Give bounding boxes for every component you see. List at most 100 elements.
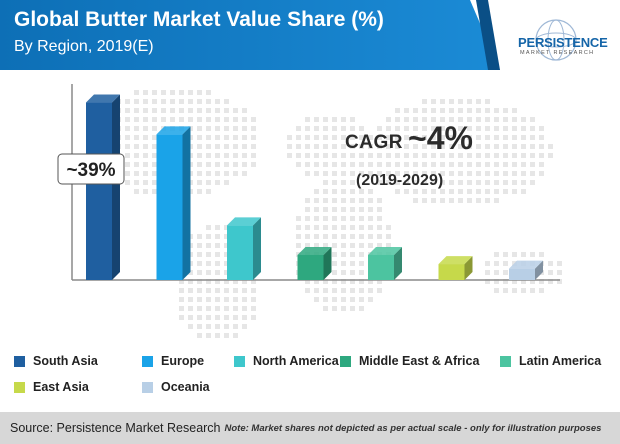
map-dot: [386, 180, 391, 185]
map-dot: [143, 117, 148, 122]
map-dot: [341, 162, 346, 167]
map-dot: [494, 162, 499, 167]
map-dot: [341, 252, 346, 257]
map-dot: [377, 153, 382, 158]
map-dot: [539, 135, 544, 140]
bar-chart: ~39%: [0, 70, 620, 350]
map-dot: [377, 234, 382, 239]
map-dot: [305, 207, 310, 212]
map-dot: [206, 126, 211, 131]
map-dot: [521, 189, 526, 194]
map-dot: [521, 252, 526, 257]
map-dot: [305, 144, 310, 149]
map-dot: [422, 117, 427, 122]
map-dot: [323, 162, 328, 167]
map-dot: [458, 144, 463, 149]
map-dot: [494, 126, 499, 131]
map-dot: [377, 225, 382, 230]
map-dot: [377, 288, 382, 293]
map-dot: [233, 297, 238, 302]
map-dot: [152, 171, 157, 176]
map-dot: [206, 117, 211, 122]
map-dot: [323, 234, 328, 239]
map-dot: [485, 144, 490, 149]
map-dot: [215, 126, 220, 131]
map-dot: [152, 108, 157, 113]
map-dot: [332, 216, 337, 221]
map-dot: [467, 189, 472, 194]
map-dot: [305, 126, 310, 131]
map-dot: [503, 135, 508, 140]
map-dot: [305, 225, 310, 230]
map-dot: [485, 171, 490, 176]
map-dot: [512, 279, 517, 284]
map-dot: [368, 135, 373, 140]
map-dot: [476, 126, 481, 131]
map-dot: [215, 270, 220, 275]
map-dot: [296, 135, 301, 140]
map-dot: [215, 99, 220, 104]
map-dot: [449, 162, 454, 167]
map-dot: [341, 216, 346, 221]
map-dot: [440, 99, 445, 104]
map-dot: [332, 261, 337, 266]
map-dot: [314, 279, 319, 284]
map-dot: [512, 108, 517, 113]
map-dot: [341, 153, 346, 158]
map-dot: [206, 180, 211, 185]
map-dot: [404, 126, 409, 131]
note-text: Note: Market shares not depicted as per …: [224, 422, 602, 434]
map-dot: [287, 153, 292, 158]
bar-oceania: [509, 260, 543, 280]
map-dot: [494, 279, 499, 284]
map-dot: [215, 108, 220, 113]
map-dot: [503, 162, 508, 167]
legend-label: North America: [253, 354, 339, 368]
map-dot: [431, 198, 436, 203]
map-dot: [350, 135, 355, 140]
legend-swatch: [14, 381, 25, 393]
map-dot: [485, 117, 490, 122]
map-dot: [530, 171, 535, 176]
map-dot: [332, 126, 337, 131]
map-dot: [215, 288, 220, 293]
map-dot: [530, 288, 535, 293]
map-dot: [233, 153, 238, 158]
map-dot: [251, 144, 256, 149]
map-dot: [242, 135, 247, 140]
map-dot: [152, 126, 157, 131]
map-dot: [206, 225, 211, 230]
map-dot: [413, 198, 418, 203]
map-dot: [485, 135, 490, 140]
map-dot: [206, 144, 211, 149]
data-label-callout: ~39%: [57, 153, 125, 185]
map-dot: [134, 90, 139, 95]
map-dot: [323, 207, 328, 212]
map-dot: [512, 135, 517, 140]
map-dot: [359, 243, 364, 248]
map-dot: [494, 180, 499, 185]
map-dot: [215, 180, 220, 185]
chart-canvas: ~39%: [57, 84, 562, 338]
map-dot: [350, 117, 355, 122]
map-dot: [503, 117, 508, 122]
map-dot: [350, 234, 355, 239]
map-dot: [440, 135, 445, 140]
map-dot: [197, 252, 202, 257]
map-dot: [233, 279, 238, 284]
map-dot: [386, 171, 391, 176]
map-dot: [323, 135, 328, 140]
map-dot: [386, 162, 391, 167]
map-dot: [134, 126, 139, 131]
map-dot: [359, 171, 364, 176]
map-dot: [377, 144, 382, 149]
map-dot: [494, 198, 499, 203]
map-dot: [332, 180, 337, 185]
legend-item: East Asia: [14, 380, 89, 394]
map-dot: [368, 162, 373, 167]
chart-legend: South Asia Europe North America Middle E…: [14, 352, 614, 402]
map-dot: [359, 270, 364, 275]
map-dot: [251, 306, 256, 311]
map-dot: [512, 252, 517, 257]
map-dot: [512, 162, 517, 167]
